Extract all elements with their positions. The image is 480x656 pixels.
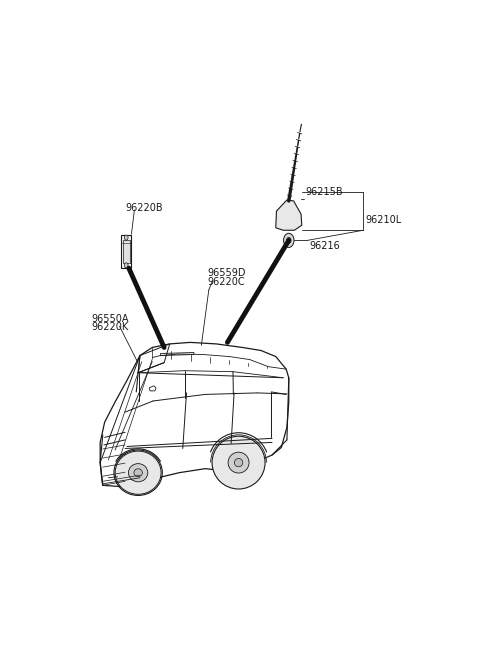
- Ellipse shape: [228, 452, 249, 473]
- Text: 96215B: 96215B: [305, 188, 343, 197]
- Text: 96220C: 96220C: [207, 277, 245, 287]
- Text: 96220K: 96220K: [92, 322, 129, 333]
- Ellipse shape: [234, 459, 243, 467]
- Ellipse shape: [115, 451, 161, 495]
- Circle shape: [124, 263, 128, 268]
- Circle shape: [124, 235, 128, 240]
- Text: 96220B: 96220B: [125, 203, 163, 213]
- Polygon shape: [123, 240, 130, 263]
- Circle shape: [287, 237, 291, 243]
- Text: 96216: 96216: [309, 241, 340, 251]
- Polygon shape: [121, 235, 132, 268]
- Ellipse shape: [212, 436, 265, 489]
- Polygon shape: [276, 200, 302, 230]
- Text: 96550A: 96550A: [92, 314, 129, 323]
- Text: 96210L: 96210L: [365, 215, 401, 225]
- Circle shape: [284, 234, 294, 247]
- Ellipse shape: [134, 469, 143, 477]
- Ellipse shape: [129, 464, 148, 482]
- Text: 96559D: 96559D: [207, 268, 245, 278]
